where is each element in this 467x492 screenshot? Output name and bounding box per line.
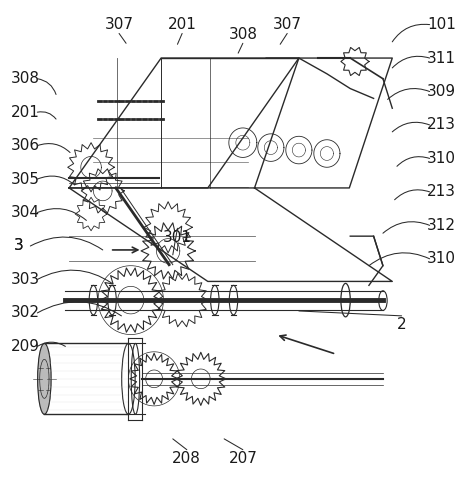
Text: 308: 308: [11, 71, 40, 86]
Text: 307: 307: [105, 17, 134, 32]
Text: 207: 207: [228, 451, 257, 466]
Text: 213: 213: [427, 184, 456, 199]
Text: 213: 213: [427, 118, 456, 132]
Text: 208: 208: [172, 451, 201, 466]
Text: 310: 310: [427, 151, 456, 166]
Text: 308: 308: [228, 27, 257, 42]
Text: 209: 209: [11, 339, 40, 354]
Text: 201: 201: [168, 17, 197, 32]
Text: 305: 305: [11, 172, 40, 186]
Text: 302: 302: [11, 306, 40, 320]
Text: 306: 306: [11, 138, 40, 153]
Text: 3: 3: [14, 239, 23, 253]
Text: 304: 304: [11, 205, 40, 220]
Text: 310: 310: [427, 251, 456, 266]
Text: 101: 101: [427, 17, 456, 32]
Text: 311: 311: [427, 51, 456, 65]
Text: 307: 307: [273, 17, 302, 32]
Text: 201: 201: [11, 105, 40, 120]
Text: 303: 303: [11, 272, 40, 287]
Text: 301: 301: [163, 230, 192, 245]
Text: 309: 309: [427, 84, 456, 99]
Ellipse shape: [38, 343, 51, 414]
Text: 3: 3: [14, 239, 23, 253]
Text: 2: 2: [397, 317, 406, 332]
Text: 312: 312: [427, 218, 456, 233]
